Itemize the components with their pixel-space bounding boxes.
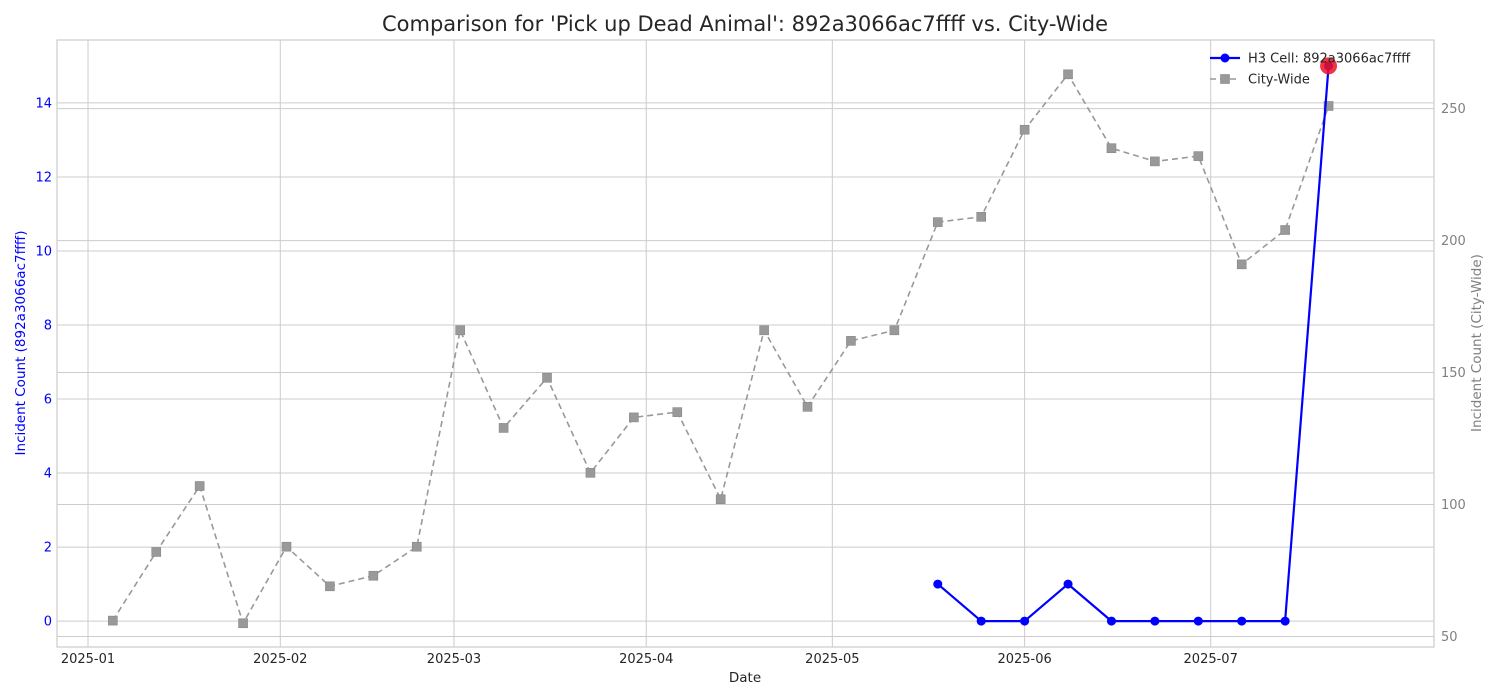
y-axis-label-left: Incident Count (892a3066ac7ffff)	[13, 231, 29, 456]
data-point	[281, 541, 292, 552]
data-point	[368, 570, 379, 581]
legend-label: City-Wide	[1248, 73, 1310, 88]
data-point	[1106, 616, 1116, 626]
legend-label: H3 Cell: 892a3066ac7ffff	[1248, 52, 1411, 67]
x-axis-label: Date	[729, 670, 761, 686]
series-city-wide	[108, 69, 1334, 629]
data-point	[889, 325, 900, 336]
data-point	[1236, 259, 1247, 270]
data-point	[976, 212, 987, 222]
x-tick-label: 2025-07	[1184, 652, 1238, 667]
data-point	[151, 547, 162, 557]
x-tick-label: 2025-01	[61, 652, 115, 667]
data-point	[194, 481, 205, 491]
data-point	[1150, 156, 1160, 167]
data-point	[325, 581, 335, 592]
grid	[57, 40, 1434, 647]
y-tick-label-left: 4	[44, 467, 52, 482]
data-point	[1063, 69, 1073, 80]
series-line	[112, 73, 1330, 625]
data-point	[238, 618, 248, 629]
y-tick-label-right: 50	[1441, 630, 1458, 645]
y-tick-label-right: 250	[1441, 102, 1466, 117]
data-point	[672, 407, 683, 417]
data-point	[1106, 143, 1117, 154]
y-tick-label-left: 12	[35, 170, 52, 185]
data-point	[976, 616, 986, 626]
data-point	[933, 579, 943, 589]
y-tick-label-left: 14	[35, 96, 52, 111]
data-point	[411, 541, 422, 552]
data-point	[1020, 616, 1030, 626]
y-axis-label-right: Incident Count (City-Wide)	[1469, 254, 1485, 432]
x-tick-label: 2025-05	[805, 652, 859, 667]
ticks: 2025-01 2025-02 2025-03 2025-04 2025-05 2025-…	[35, 96, 1465, 667]
legend-marker	[1220, 74, 1230, 84]
data-point	[542, 373, 552, 383]
y-tick-label-right: 200	[1441, 234, 1466, 249]
legend-marker	[1220, 53, 1230, 63]
data-point	[1280, 616, 1290, 626]
y-tick-label-left: 10	[35, 244, 52, 259]
data-point	[1237, 616, 1247, 626]
data-point	[1280, 225, 1290, 235]
series-line	[937, 65, 1330, 623]
data-point	[108, 615, 118, 626]
data-point	[629, 412, 639, 423]
data-point	[759, 325, 769, 336]
x-tick-label: 2025-04	[619, 652, 673, 667]
data-point	[498, 423, 509, 433]
data-point	[715, 494, 726, 505]
data-point	[455, 325, 465, 336]
y-tick-label-left: 8	[44, 318, 52, 333]
data-point	[846, 336, 856, 346]
highlight-point	[1320, 57, 1338, 75]
data-point	[1063, 579, 1073, 589]
data-point	[1323, 101, 1334, 111]
data-point	[1193, 151, 1204, 161]
data-point	[1193, 616, 1203, 626]
y-tick-label-left: 0	[44, 615, 52, 630]
data-point	[932, 217, 943, 227]
data-point	[585, 468, 596, 478]
series-layer	[108, 57, 1338, 629]
legend: H3 Cell: 892a3066ac7ffff City-Wide	[1210, 52, 1411, 88]
y-tick-label-left: 6	[44, 393, 52, 408]
plot-frame	[56, 39, 1435, 648]
y-tick-label-right: 150	[1441, 366, 1466, 381]
data-point	[1019, 124, 1030, 135]
y-tick-label-right: 100	[1441, 498, 1466, 513]
data-point	[802, 402, 813, 412]
x-tick-label: 2025-06	[997, 652, 1051, 667]
plot-background	[57, 40, 1434, 647]
x-tick-label: 2025-02	[253, 652, 307, 667]
chart-title: Comparison for 'Pick up Dead Animal': 89…	[382, 12, 1108, 36]
data-point	[1150, 616, 1160, 626]
y-tick-label-left: 2	[44, 541, 52, 556]
x-tick-label: 2025-03	[427, 652, 481, 667]
